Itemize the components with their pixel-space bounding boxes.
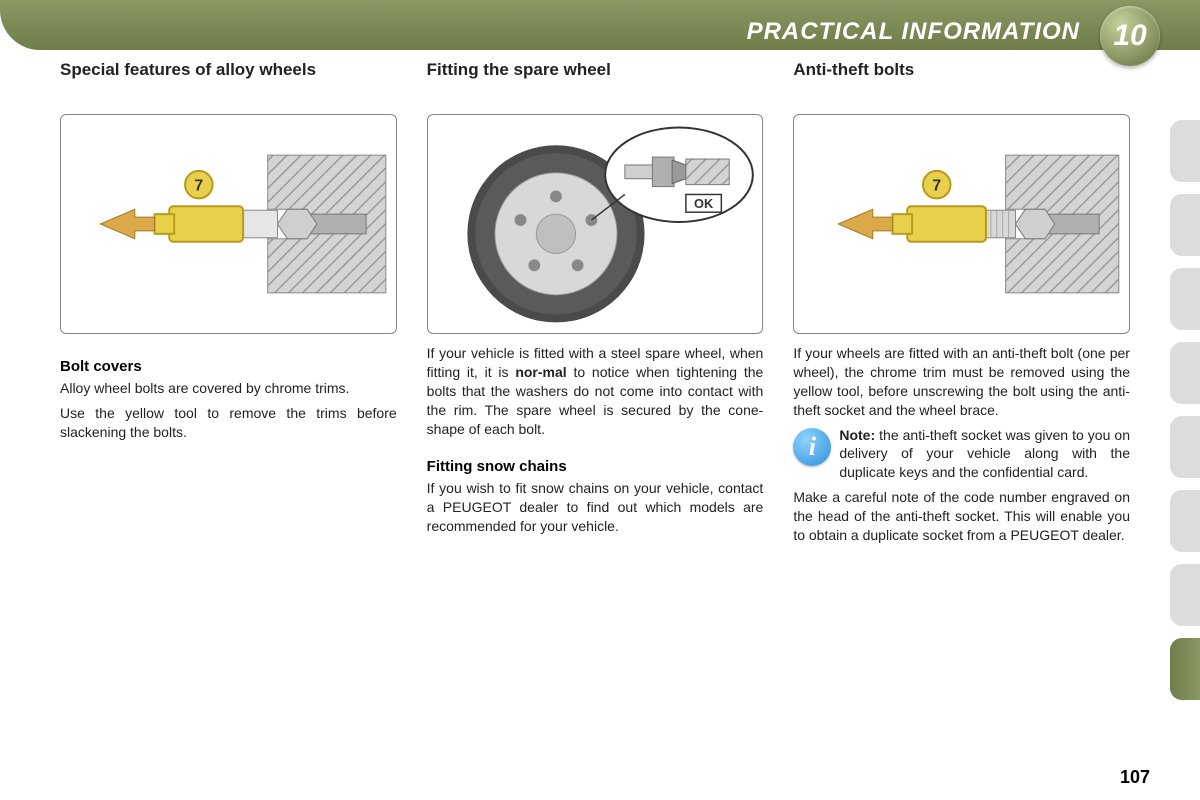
heading-spare: Fitting the spare wheel xyxy=(427,60,764,102)
page-tabs xyxy=(1170,120,1200,712)
note-text: i Note: the anti-theft socket was given … xyxy=(793,426,1130,483)
column-spare-wheel: Fitting the spare wheel xyxy=(427,60,764,760)
header-bar: PRACTICAL INFORMATION xyxy=(0,0,1200,50)
chapter-badge: 10 xyxy=(1100,6,1160,66)
header-title: PRACTICAL INFORMATION xyxy=(747,18,1080,46)
tab xyxy=(1170,120,1200,182)
tool-badge-number: 7 xyxy=(194,178,203,195)
tool-badge-number: 7 xyxy=(933,178,942,195)
note-block: i Note: the anti-theft socket was given … xyxy=(793,426,1130,551)
tab-active xyxy=(1170,638,1200,700)
heading-antitheft: Anti-theft bolts xyxy=(793,60,1130,102)
illustration-bolt-cover: 7 xyxy=(60,114,397,334)
illustration-spare-wheel: OK xyxy=(427,114,764,334)
text-bold: nor-mal xyxy=(515,364,566,380)
text: If you wish to fit snow chains on your v… xyxy=(427,479,764,536)
tab xyxy=(1170,342,1200,404)
text: Alloy wheel bolts are covered by chrome … xyxy=(60,379,397,398)
text: If your wheels are fitted with an anti-t… xyxy=(793,344,1130,420)
note-label: Note: xyxy=(839,427,875,443)
page-number: 107 xyxy=(1120,767,1150,788)
tab xyxy=(1170,564,1200,626)
subheading-bolt-covers: Bolt covers xyxy=(60,358,397,375)
page-content: Special features of alloy wheels 7 xyxy=(60,60,1130,760)
column-alloy-wheels: Special features of alloy wheels 7 xyxy=(60,60,397,760)
ok-label: OK xyxy=(694,196,714,211)
tab xyxy=(1170,194,1200,256)
tab xyxy=(1170,490,1200,552)
tab xyxy=(1170,416,1200,478)
note-text: Make a careful note of the code number e… xyxy=(793,488,1130,545)
text-span: the anti-theft socket was given to you o… xyxy=(839,427,1130,481)
text: Use the yellow tool to remove the trims … xyxy=(60,404,397,442)
column-antitheft: Anti-theft bolts 7 I xyxy=(793,60,1130,760)
tab xyxy=(1170,268,1200,330)
text: If your vehicle is fitted with a steel s… xyxy=(427,344,764,438)
illustration-antitheft: 7 xyxy=(793,114,1130,334)
subheading-snow-chains: Fitting snow chains xyxy=(427,458,764,475)
heading-alloy: Special features of alloy wheels xyxy=(60,60,397,102)
info-icon: i xyxy=(793,428,831,466)
